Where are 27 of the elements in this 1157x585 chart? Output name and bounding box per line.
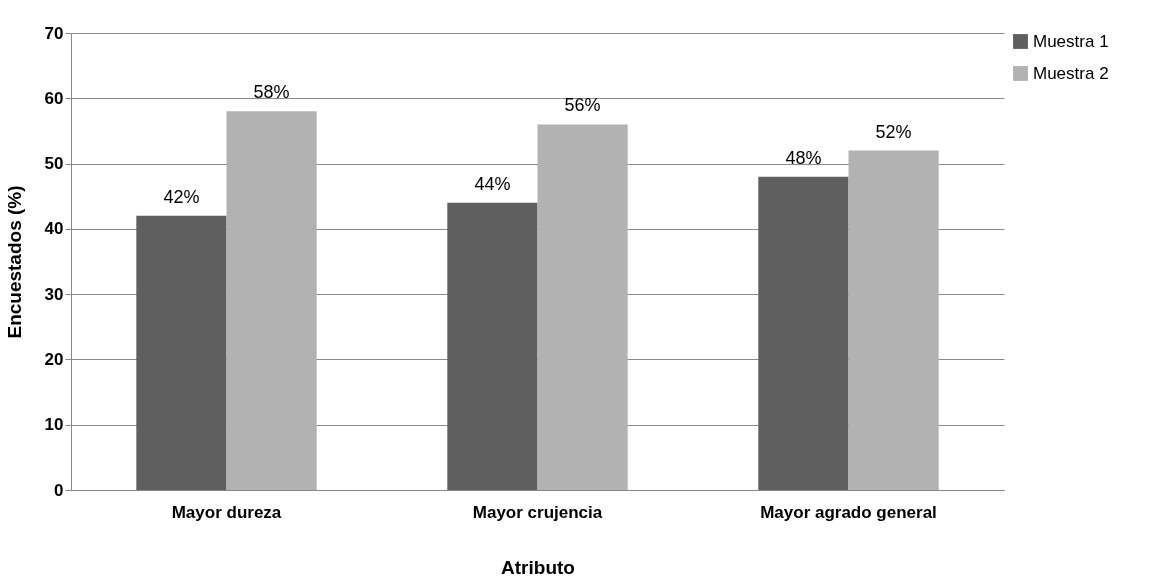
bar	[848, 150, 939, 490]
data-label: 58%	[253, 82, 290, 103]
y-tick-label: 50	[44, 154, 64, 174]
bar	[537, 124, 628, 490]
data-label: 48%	[785, 147, 822, 168]
y-tick-label: 60	[44, 88, 64, 108]
x-tick-label: Mayor crujencia	[472, 502, 603, 522]
data-label: 56%	[564, 95, 601, 116]
legend-label: Muestra 1	[1033, 31, 1109, 51]
bar	[136, 215, 227, 490]
legend-label: Muestra 2	[1033, 63, 1109, 83]
y-tick-label: 70	[44, 23, 64, 43]
data-label: 42%	[163, 186, 200, 207]
y-tick-label: 10	[44, 415, 64, 435]
y-axis-title: Encuestados (%)	[3, 185, 25, 339]
data-label: 52%	[875, 121, 912, 142]
bar	[758, 176, 849, 490]
y-tick-label: 40	[44, 219, 64, 239]
bar	[447, 202, 538, 490]
y-tick-label: 0	[54, 480, 64, 500]
x-tick-label: Mayor dureza	[171, 502, 282, 522]
y-tick-label: 30	[44, 284, 64, 304]
x-tick-label: Mayor agrado general	[760, 502, 937, 522]
bar	[226, 111, 317, 490]
data-label: 44%	[474, 173, 511, 194]
y-tick-label: 20	[44, 349, 64, 369]
x-axis-title: Atributo	[501, 556, 575, 578]
